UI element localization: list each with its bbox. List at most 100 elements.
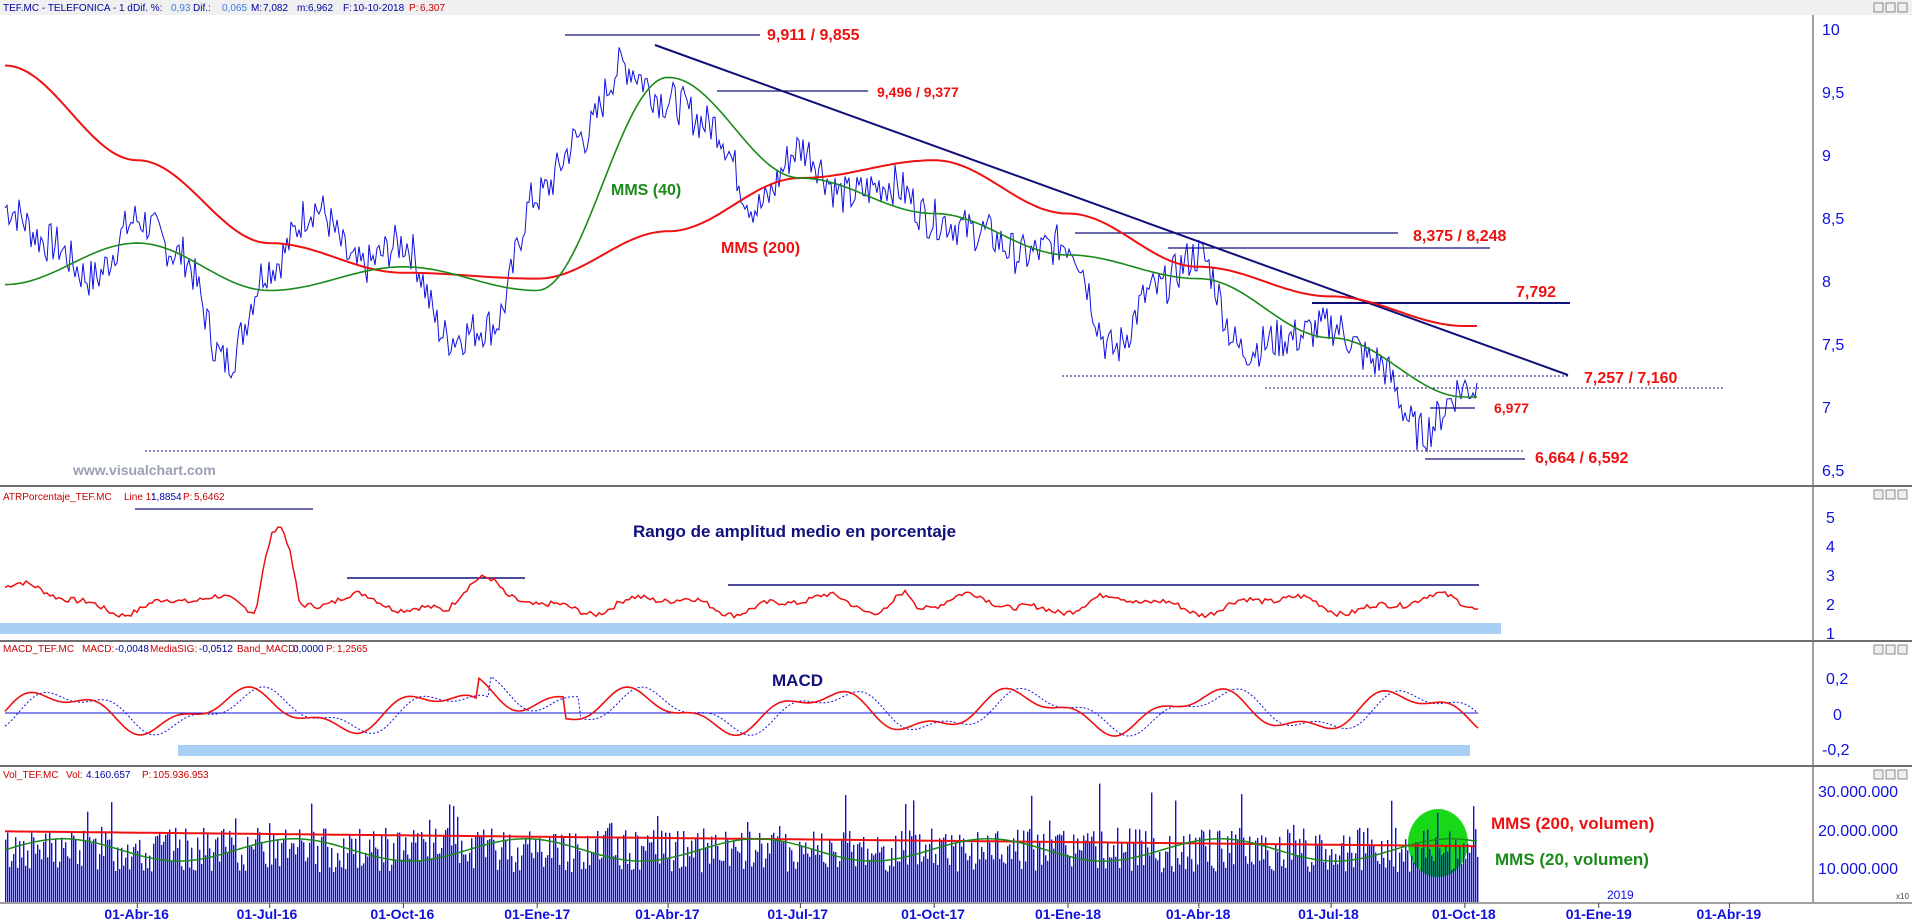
volume-bar <box>1169 836 1171 902</box>
volume-header-vol-label: Vol: <box>66 770 83 781</box>
volume-bar <box>913 800 915 902</box>
volume-bar <box>1165 851 1167 902</box>
volume-tick: 30.000.000 <box>1818 784 1898 801</box>
volume-bar <box>1191 859 1193 902</box>
volume-bar <box>667 857 669 902</box>
macd-header-band-label: Band_MACD: <box>237 644 298 655</box>
price-maximize-button[interactable] <box>1885 2 1896 13</box>
volume-bar <box>525 838 527 902</box>
volume-bar <box>167 832 169 902</box>
volume-bar <box>849 831 851 902</box>
volume-bar <box>1201 829 1203 902</box>
volume-bar <box>357 867 359 902</box>
volume-bar <box>769 853 771 902</box>
volume-bar <box>1255 840 1257 902</box>
volume-bar <box>1313 865 1315 902</box>
volume-bar <box>1049 820 1051 902</box>
volume-bar <box>327 846 329 902</box>
volume-bar <box>195 870 197 902</box>
macd-header-p-label: P: <box>326 644 335 655</box>
volume-bar <box>979 859 981 902</box>
volume-bar <box>173 850 175 902</box>
volume-bar <box>925 844 927 902</box>
volume-bar <box>379 870 381 902</box>
volume-minimize-button[interactable] <box>1873 769 1884 780</box>
volume-bar <box>789 847 791 902</box>
volume-bar <box>901 831 903 902</box>
annotation-res4: 7,792 <box>1516 284 1556 301</box>
volume-bar <box>745 860 747 902</box>
macd-maximize-button[interactable] <box>1885 644 1896 655</box>
annotation-mms200: MMS (200) <box>721 240 800 257</box>
macd-close-button[interactable] <box>1897 644 1908 655</box>
volume-bar <box>111 802 113 902</box>
volume-bar <box>1365 853 1367 902</box>
volume-bar <box>439 853 441 902</box>
volume-bar <box>1119 868 1121 902</box>
atr-close-button[interactable] <box>1897 489 1908 500</box>
price-header-bar <box>0 0 1912 15</box>
price-minimize-button[interactable] <box>1873 2 1884 13</box>
volume-bar <box>341 867 343 902</box>
volume-bar <box>331 848 333 902</box>
volume-bar <box>1199 837 1201 902</box>
volume-bar <box>465 854 467 902</box>
volume-bar <box>567 861 569 902</box>
volume-bar <box>1277 851 1279 902</box>
volume-bar <box>965 853 967 902</box>
volume-bar <box>725 831 727 902</box>
atr-minimize-button[interactable] <box>1873 489 1884 500</box>
volume-bar <box>933 862 935 902</box>
volume-bar <box>937 865 939 902</box>
price-tick: 6,5 <box>1822 463 1844 480</box>
price-header-p: 6,307 <box>420 3 445 14</box>
volume-close-button[interactable] <box>1897 769 1908 780</box>
atr-maximize-button[interactable] <box>1885 489 1896 500</box>
price-header-dif-label: Dif.: <box>193 3 211 14</box>
volume-bar <box>623 835 625 902</box>
macd-minimize-button[interactable] <box>1873 644 1884 655</box>
volume-bar <box>275 858 277 902</box>
volume-bar <box>1103 858 1105 902</box>
volume-bar <box>1093 831 1095 902</box>
volume-bar <box>203 827 205 902</box>
volume-bar <box>157 835 159 902</box>
volume-bar <box>213 852 215 902</box>
volume-bar <box>1179 864 1181 902</box>
volume-bar <box>297 847 299 902</box>
volume-bar <box>603 835 605 902</box>
price-tick: 8 <box>1822 274 1831 291</box>
macd-header-p: 1,2565 <box>337 644 368 655</box>
volume-bar <box>1339 855 1341 902</box>
volume-bar <box>1475 829 1477 902</box>
price-header-dif-pct-label: Dif. %: <box>133 3 162 14</box>
volume-bar <box>153 843 155 902</box>
atr-header-line: 1,8854 <box>151 492 182 503</box>
volume-bar <box>433 842 435 902</box>
volume-bar <box>1251 861 1253 902</box>
volume-bar <box>501 847 503 902</box>
volume-bar <box>683 831 685 902</box>
volume-maximize-button[interactable] <box>1885 769 1896 780</box>
volume-bar <box>957 871 959 902</box>
volume-bar <box>1173 871 1175 902</box>
price-close-button[interactable] <box>1897 2 1908 13</box>
volume-bar <box>1135 829 1137 902</box>
volume-bar <box>887 871 889 902</box>
volume-bar <box>1461 864 1463 902</box>
volume-bar <box>401 859 403 902</box>
volume-bar <box>999 858 1001 902</box>
volume-bar <box>1425 857 1427 902</box>
volume-bar <box>673 860 675 902</box>
x-axis-label: 01-Oct-16 <box>370 906 434 922</box>
volume-bar <box>363 863 365 902</box>
volume-bar <box>1405 839 1407 902</box>
volume-bar <box>737 851 739 902</box>
volume-bar <box>71 832 73 902</box>
volume-bar <box>1117 827 1119 902</box>
volume-bar <box>145 852 147 902</box>
volume-bar <box>1067 854 1069 902</box>
volume-bar <box>1279 836 1281 902</box>
volume-bar <box>863 836 865 902</box>
